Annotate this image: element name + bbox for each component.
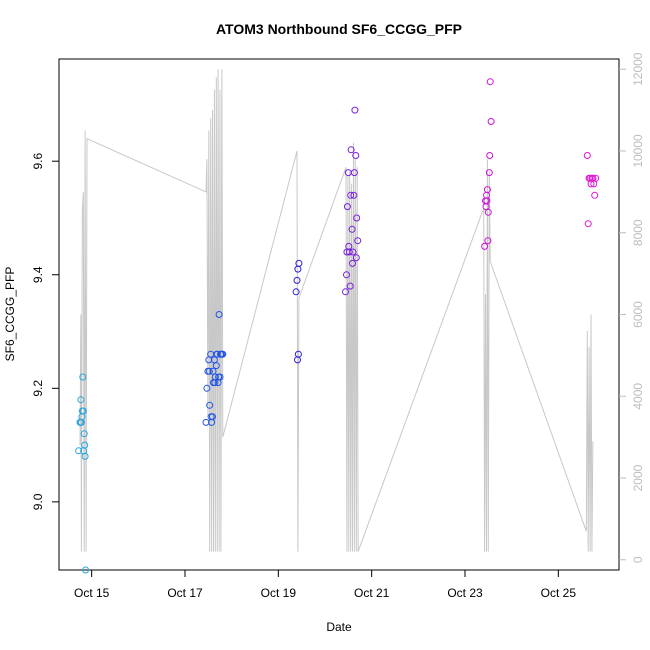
- x-tick-label: Oct 23: [447, 586, 483, 600]
- data-point: [81, 441, 89, 449]
- data-point: [79, 407, 87, 415]
- data-point: [77, 418, 85, 426]
- data-point: [485, 169, 493, 177]
- data-point: [294, 350, 302, 358]
- y-tick-label: 9.0: [31, 493, 45, 510]
- x-axis-label: Date: [326, 620, 352, 634]
- plot-frame: [58, 58, 620, 571]
- y2-tick-label: 2000: [631, 464, 645, 491]
- data-point: [350, 169, 358, 177]
- x-tick-label: Oct 15: [74, 586, 110, 600]
- data-point: [486, 152, 494, 159]
- data-point: [592, 174, 600, 182]
- data-point: [348, 225, 356, 233]
- data-point: [352, 152, 360, 159]
- data-point: [206, 401, 214, 409]
- data-point: [203, 384, 211, 392]
- data-point: [345, 242, 353, 250]
- data-point: [483, 186, 491, 194]
- data-point: [351, 106, 359, 114]
- data-point: [347, 191, 355, 199]
- data-point: [347, 146, 355, 154]
- data-point: [591, 191, 599, 199]
- data-point: [75, 447, 83, 455]
- data-point: [350, 191, 358, 199]
- data-point: [80, 430, 88, 438]
- y2-tick-label: 10000: [631, 134, 645, 168]
- data-point: [483, 197, 491, 205]
- data-point: [484, 208, 492, 216]
- y2-tick-label: 12000: [631, 52, 645, 86]
- altitude-track-line: [79, 69, 594, 552]
- data-point: [584, 220, 592, 228]
- data-point: [342, 288, 349, 296]
- data-point: [205, 367, 213, 375]
- data-point: [483, 191, 490, 199]
- y2-axis: 0 2000 4000 6000 8000 10000 12000: [619, 52, 645, 563]
- y-tick-label: 9.6: [31, 153, 45, 170]
- data-point: [343, 271, 350, 279]
- data-point: [487, 118, 495, 125]
- data-point: [211, 379, 219, 387]
- y2-tick-label: 0: [631, 556, 645, 563]
- data-point: [354, 237, 362, 245]
- y-tick-label: 9.4: [31, 266, 45, 283]
- data-point: [482, 203, 490, 211]
- y-axis: 9.0 9.2 9.4 9.6: [31, 153, 59, 510]
- data-point: [215, 311, 223, 318]
- x-tick-label: Oct 19: [261, 586, 297, 600]
- data-point: [292, 288, 300, 296]
- data-point: [349, 259, 356, 267]
- data-point: [295, 259, 303, 267]
- data-point: [343, 203, 351, 211]
- altitude-track-layer: [79, 69, 594, 552]
- y-axis-label: SF6_CCGG_PFP: [3, 267, 17, 362]
- x-axis: Oct 15 Oct 17 Oct 19 Oct 21 Oct 23 Oct 25: [74, 570, 576, 600]
- data-point: [346, 282, 354, 290]
- data-point: [217, 350, 224, 358]
- data-point: [353, 214, 361, 222]
- chart-title: ATOM3 Northbound SF6_CCGG_PFP: [216, 21, 462, 37]
- data-point: [484, 237, 492, 245]
- data-point: [352, 254, 360, 262]
- data-point: [207, 413, 215, 421]
- data-points-layer: [75, 78, 600, 574]
- y2-tick-label: 4000: [631, 383, 645, 410]
- data-point: [293, 276, 301, 284]
- x-tick-label: Oct 25: [541, 586, 577, 600]
- data-point: [215, 373, 223, 381]
- y2-tick-label: 8000: [631, 219, 645, 246]
- x-tick-label: Oct 21: [354, 586, 390, 600]
- data-point: [77, 396, 85, 404]
- data-point: [481, 242, 489, 250]
- data-point: [82, 566, 90, 574]
- data-point: [294, 265, 302, 273]
- data-point: [212, 362, 220, 370]
- data-point: [486, 78, 494, 86]
- data-point: [583, 152, 591, 159]
- data-point: [81, 452, 89, 460]
- data-point: [213, 350, 221, 358]
- y-tick-label: 9.2: [31, 380, 45, 397]
- data-point: [79, 373, 87, 381]
- y2-tick-label: 6000: [631, 301, 645, 328]
- data-point: [209, 367, 217, 375]
- x-tick-label: Oct 17: [167, 586, 203, 600]
